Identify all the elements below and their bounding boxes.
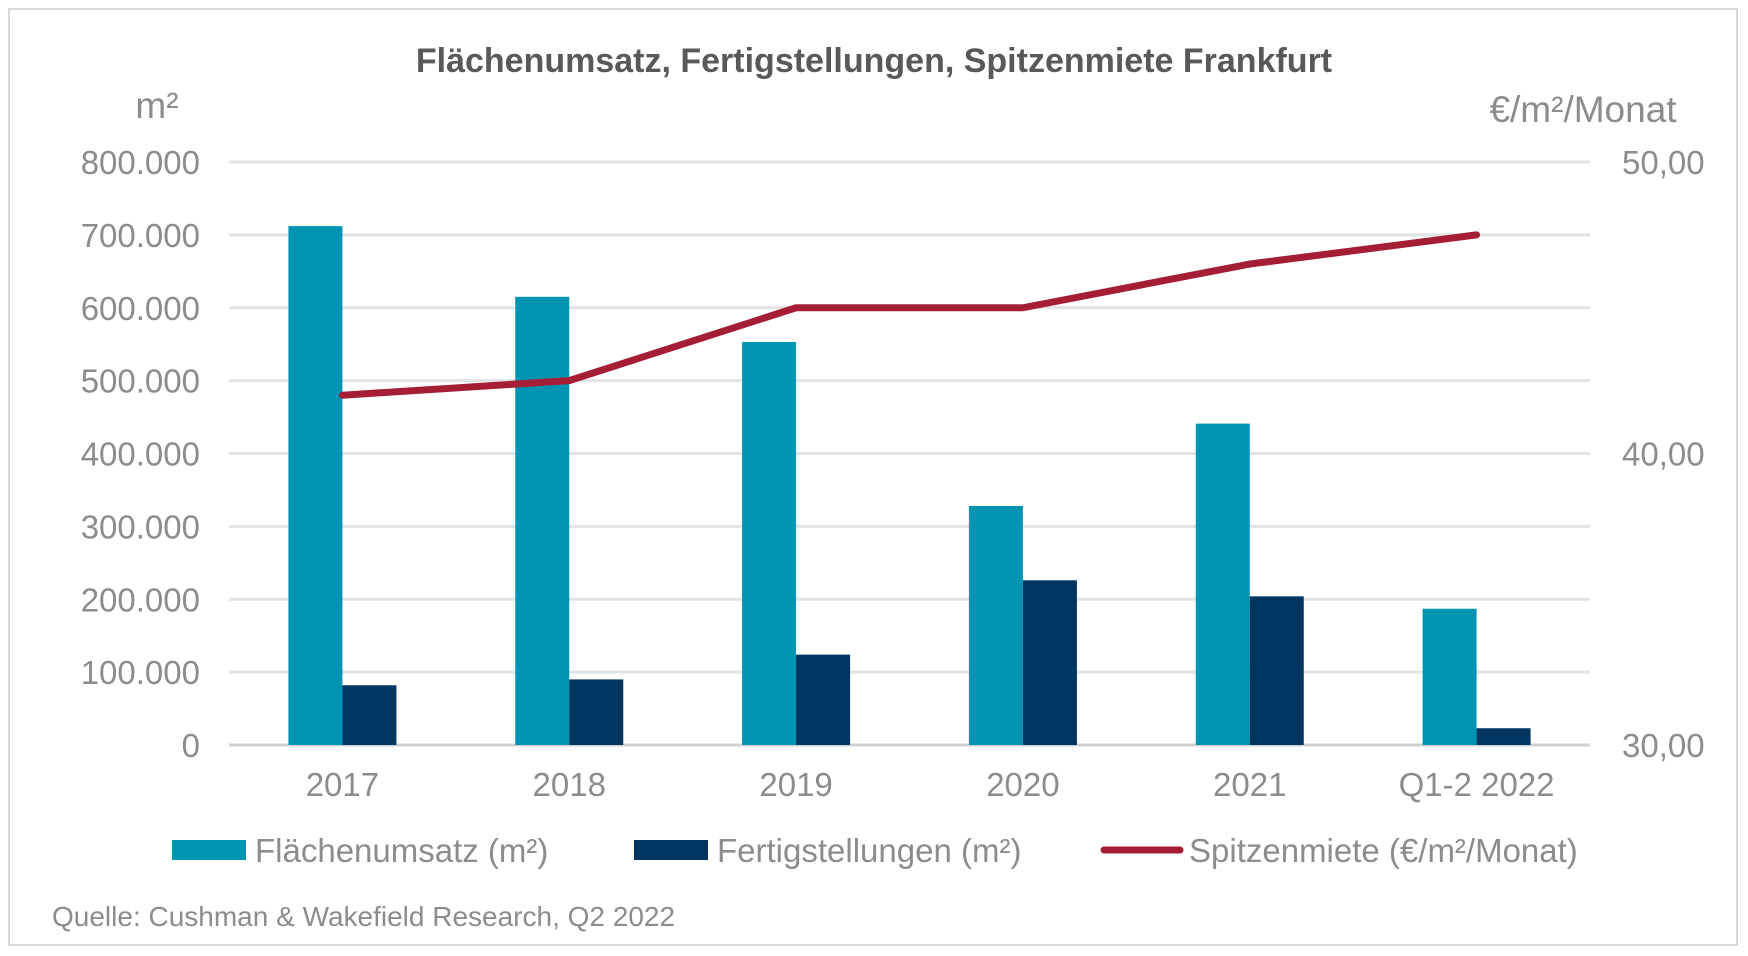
y-left-tick-label: 500.000 xyxy=(81,363,200,400)
y-right-axis-label: €/m²/Monat xyxy=(1489,89,1677,130)
x-tick-label: Q1-2 2022 xyxy=(1399,766,1555,803)
gridlines xyxy=(229,160,1590,747)
bar-fertigstellungen xyxy=(569,679,624,745)
chart-title: Flächenumsatz, Fertigstellungen, Spitzen… xyxy=(416,42,1332,80)
y-left-axis-label: m² xyxy=(135,85,178,126)
bar-fertigstellungen xyxy=(796,654,851,745)
x-tick-label: 2019 xyxy=(759,766,832,803)
bars xyxy=(288,226,1531,745)
x-ticks: 2017 2018 2019 2020 2021 Q1-2 2022 xyxy=(306,766,1555,803)
bar-flaechenumsatz xyxy=(968,505,1023,745)
bar-fertigstellungen xyxy=(1249,596,1304,745)
y-right-tick-label: 30,00 xyxy=(1622,727,1705,764)
y-right-tick-label: 40,00 xyxy=(1622,436,1705,473)
x-tick-label: 2020 xyxy=(986,766,1059,803)
y-left-ticks: 0 100.000 200.000 300.000 400.000 500.000 600.… xyxy=(81,144,200,764)
y-left-tick-label: 700.000 xyxy=(81,217,200,254)
y-left-tick-label: 400.000 xyxy=(81,436,200,473)
x-tick-label: 2017 xyxy=(306,766,379,803)
y-left-tick-label: 800.000 xyxy=(81,144,200,181)
legend-label-spitzenmiete: Spitzenmiete (€/m²/Monat) xyxy=(1189,832,1578,869)
bar-fertigstellungen xyxy=(1476,728,1531,745)
legend-label-fertigstellungen: Fertigstellungen (m²) xyxy=(717,832,1021,869)
y-right-tick-label: 50,00 xyxy=(1622,144,1705,181)
bar-flaechenumsatz xyxy=(1195,423,1250,745)
bar-flaechenumsatz xyxy=(742,342,797,745)
x-tick-label: 2018 xyxy=(533,766,606,803)
bar-fertigstellungen xyxy=(342,685,397,745)
y-left-tick-label: 100.000 xyxy=(81,654,200,691)
x-tick-label: 2021 xyxy=(1213,766,1286,803)
bar-flaechenumsatz xyxy=(1422,608,1477,745)
legend-swatch-fertigstellungen xyxy=(634,840,708,860)
y-left-tick-label: 200.000 xyxy=(81,581,200,618)
y-left-tick-label: 300.000 xyxy=(81,508,200,545)
bar-fertigstellungen xyxy=(1022,580,1077,745)
legend-swatch-flaechenumsatz xyxy=(172,840,246,860)
bar-flaechenumsatz xyxy=(288,226,343,745)
source-note: Quelle: Cushman & Wakefield Research, Q2… xyxy=(52,901,675,932)
y-left-tick-label: 600.000 xyxy=(81,290,200,327)
y-right-ticks: 30,00 40,00 50,00 xyxy=(1622,144,1705,764)
chart-frame xyxy=(8,8,1738,946)
bar-flaechenumsatz xyxy=(515,296,570,745)
legend-label-flaechenumsatz: Flächenumsatz (m²) xyxy=(255,832,548,869)
rent-line xyxy=(338,231,1481,399)
y-left-tick-label: 0 xyxy=(182,727,200,764)
line-spitzenmiete xyxy=(338,231,1481,399)
